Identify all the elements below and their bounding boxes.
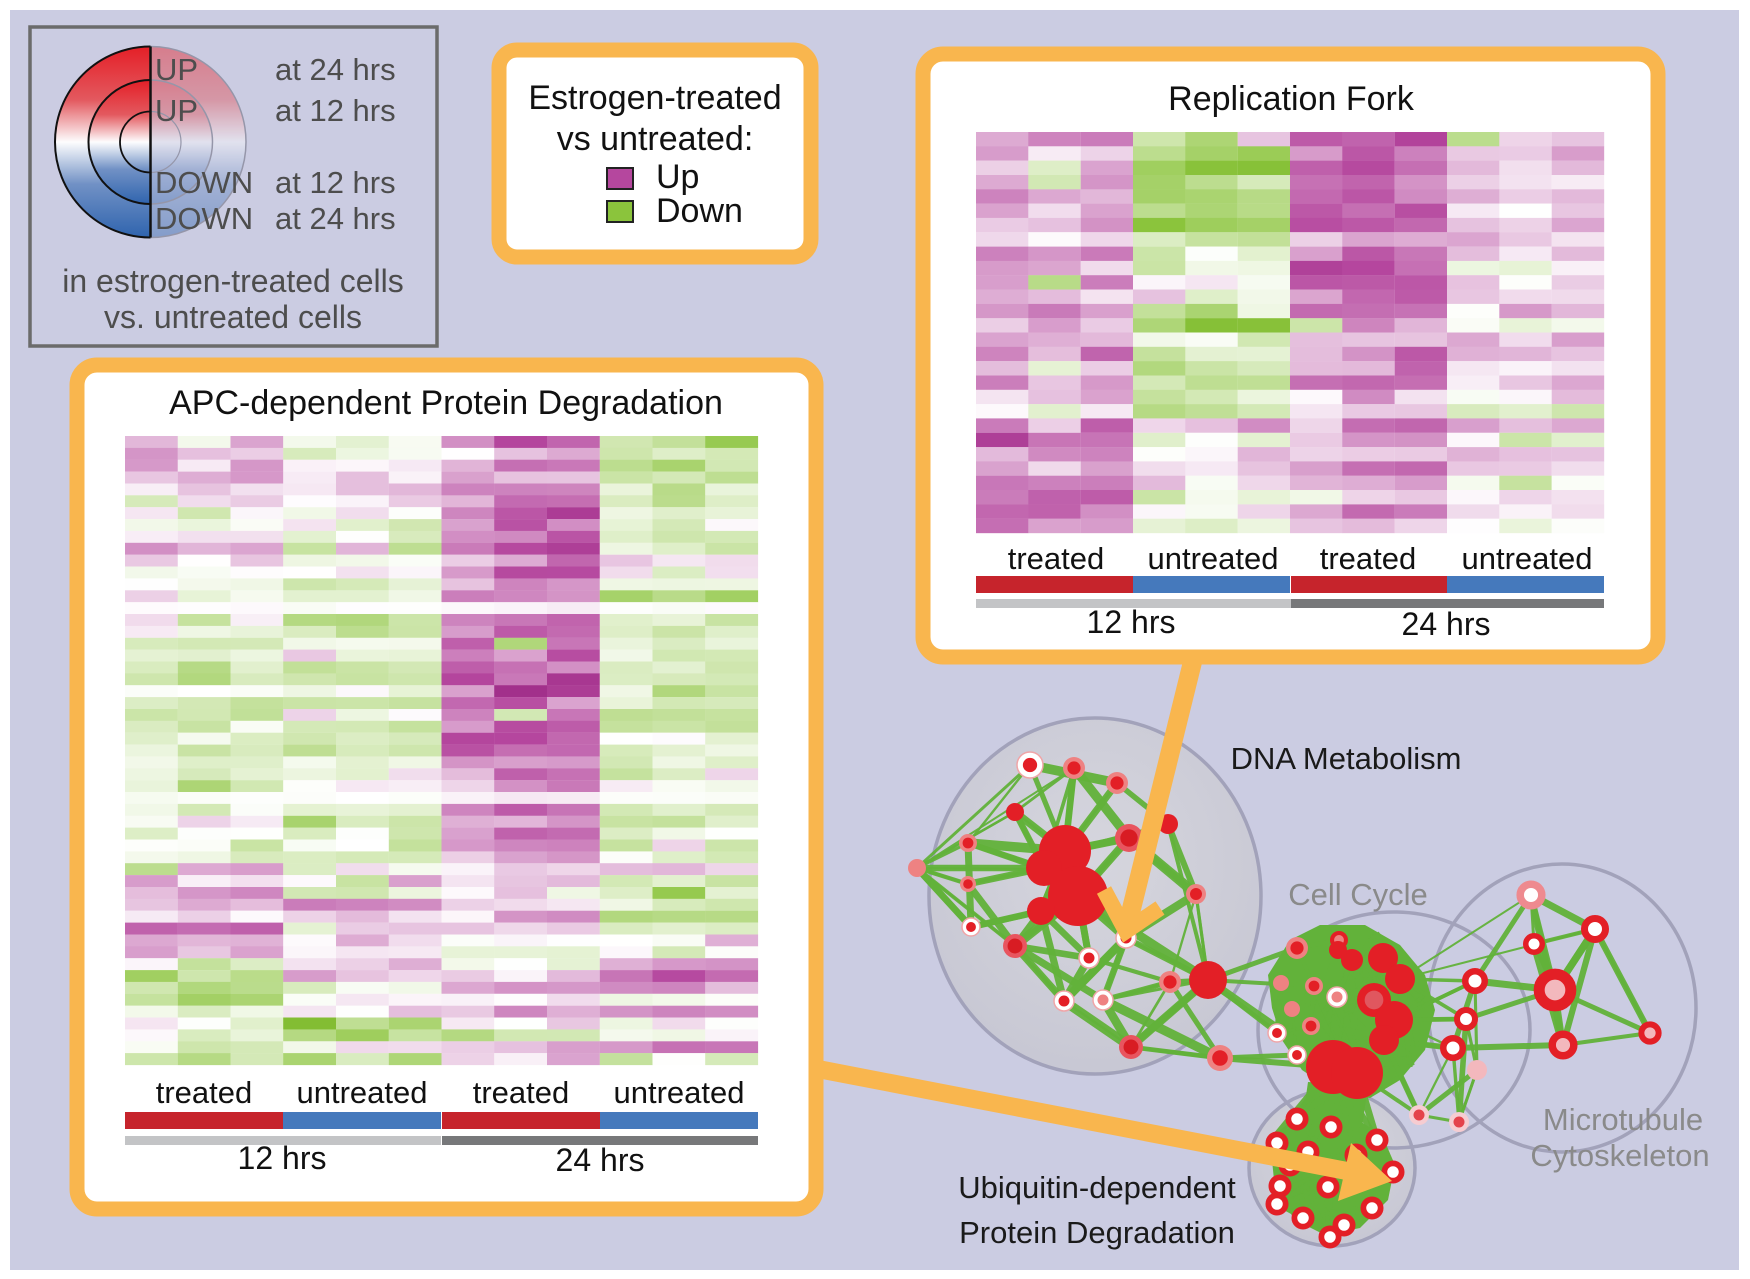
svg-text:untreated: untreated	[1462, 541, 1593, 576]
svg-text:Protein Degradation: Protein Degradation	[959, 1215, 1235, 1250]
svg-text:untreated: untreated	[297, 1075, 428, 1110]
svg-text:DNA Metabolism: DNA Metabolism	[1231, 741, 1462, 776]
svg-text:24 hrs: 24 hrs	[556, 1142, 645, 1178]
svg-text:at 12 hrs: at 12 hrs	[275, 93, 396, 128]
svg-text:treated: treated	[1320, 541, 1417, 576]
svg-text:Replication Fork: Replication Fork	[1168, 80, 1415, 118]
svg-text:untreated: untreated	[614, 1075, 745, 1110]
svg-text:at 12 hrs: at 12 hrs	[275, 165, 396, 200]
svg-text:12 hrs: 12 hrs	[1087, 604, 1176, 640]
svg-text:Estrogen-treated: Estrogen-treated	[528, 79, 781, 117]
svg-text:Ubiquitin-dependent: Ubiquitin-dependent	[958, 1170, 1236, 1205]
svg-text:treated: treated	[473, 1075, 570, 1110]
svg-text:treated: treated	[156, 1075, 253, 1110]
svg-text:DOWN: DOWN	[155, 165, 253, 200]
svg-text:Microtubule: Microtubule	[1543, 1102, 1703, 1137]
svg-text:UP: UP	[155, 52, 198, 87]
svg-text:Cell Cycle: Cell Cycle	[1288, 877, 1428, 912]
svg-text:at 24 hrs: at 24 hrs	[275, 52, 396, 87]
svg-text:vs untreated:: vs untreated:	[557, 120, 754, 158]
svg-text:Up: Up	[656, 158, 699, 196]
svg-text:UP: UP	[155, 93, 198, 128]
svg-text:DOWN: DOWN	[155, 201, 253, 236]
svg-text:at 24 hrs: at 24 hrs	[275, 201, 396, 236]
svg-text:Down: Down	[656, 192, 743, 230]
svg-text:12 hrs: 12 hrs	[238, 1140, 327, 1176]
svg-text:vs. untreated cells: vs. untreated cells	[104, 299, 362, 335]
svg-text:APC-dependent Protein Degradat: APC-dependent Protein Degradation	[169, 384, 723, 422]
svg-text:untreated: untreated	[1148, 541, 1279, 576]
svg-text:Cytoskeleton: Cytoskeleton	[1530, 1138, 1709, 1173]
svg-text:24 hrs: 24 hrs	[1402, 606, 1491, 642]
svg-text:treated: treated	[1008, 541, 1105, 576]
svg-text:in estrogen-treated cells: in estrogen-treated cells	[62, 263, 404, 299]
